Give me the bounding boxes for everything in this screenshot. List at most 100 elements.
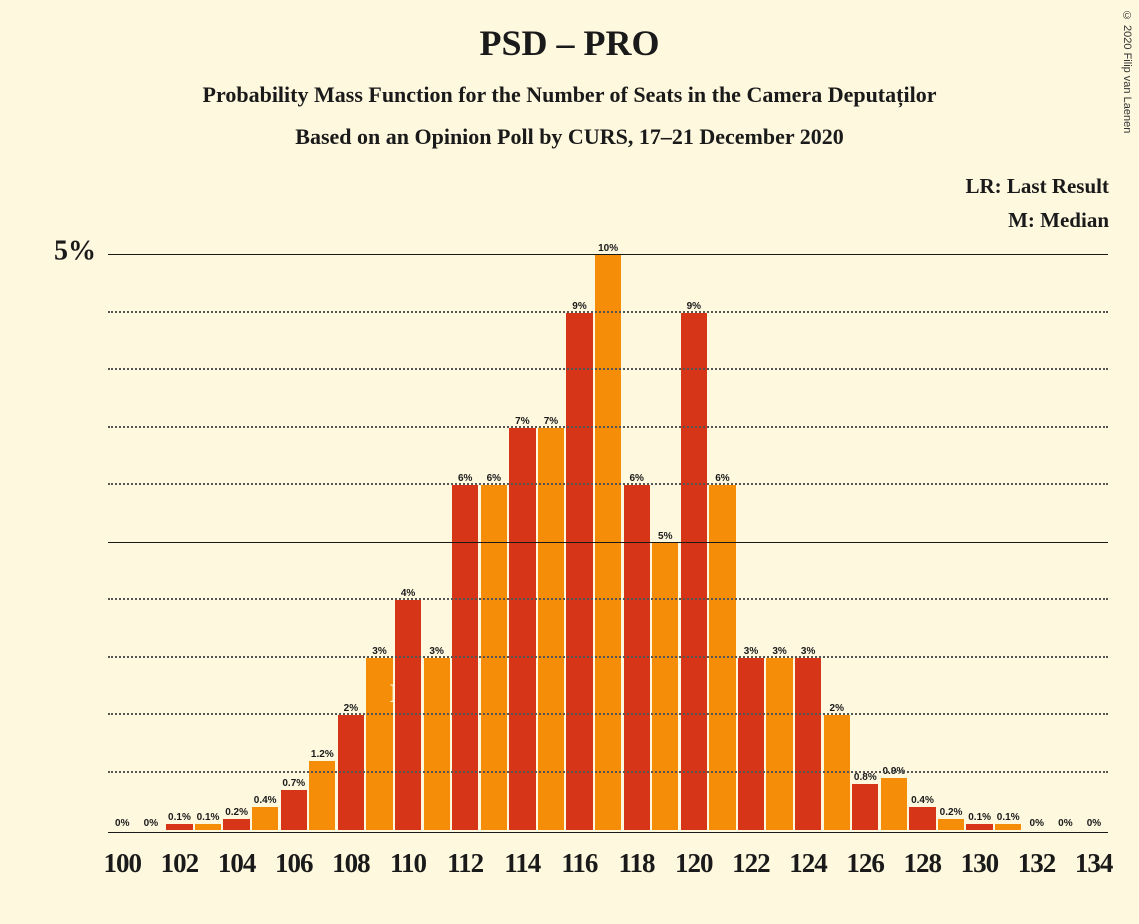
bar-slot: 2% <box>822 215 851 830</box>
bar-slot: 0% <box>137 215 166 830</box>
bars-container: 0%0%0.1%0.1%0.2%0.4%0.7%1.2%2%3%LR4%3%6%… <box>108 215 1108 830</box>
grid-minor <box>108 598 1108 600</box>
bar: 4% <box>395 600 421 830</box>
bar-slot: 0.4% <box>251 215 280 830</box>
x-tick-label: 112 <box>437 848 494 879</box>
x-tick-label: 134 <box>1065 848 1122 879</box>
bar-value-label: 0.1% <box>968 812 991 824</box>
bar-slot: M9% <box>565 215 594 830</box>
chart-subtitle-1: Probability Mass Function for the Number… <box>0 64 1139 108</box>
bar-slot: 0% <box>1051 215 1080 830</box>
bar: 3% <box>795 658 821 830</box>
bar-value-label: 0% <box>1030 818 1044 830</box>
x-tick-label: 120 <box>665 848 722 879</box>
bar-slot: 2% <box>337 215 366 830</box>
bar-value-label: 0.1% <box>168 812 191 824</box>
grid-minor <box>108 426 1108 428</box>
bar-value-label: 0.8% <box>854 772 877 784</box>
bar-slot: 3% <box>765 215 794 830</box>
x-tick-label: 126 <box>837 848 894 879</box>
x-tick-label: 124 <box>779 848 836 879</box>
bar-slot: 0.1% <box>994 215 1023 830</box>
x-tick-label: 128 <box>894 848 951 879</box>
bar-slot: 7% <box>537 215 566 830</box>
bar: 0.2% <box>938 819 964 830</box>
x-tick-label: 110 <box>379 848 436 879</box>
bar: 0.1% <box>966 824 992 830</box>
bar-value-label: 0.1% <box>997 812 1020 824</box>
bar: 3% <box>738 658 764 830</box>
grid-minor <box>108 483 1108 485</box>
bar-value-label: 0.2% <box>225 807 248 819</box>
bar-slot: 3% <box>365 215 394 830</box>
bar: 0.4% <box>252 807 278 830</box>
bar-slot: 0.1% <box>965 215 994 830</box>
bar-value-label: 0.4% <box>911 795 934 807</box>
bar: 9% <box>566 313 592 830</box>
bar-slot: 7% <box>508 215 537 830</box>
x-tick-label: 102 <box>151 848 208 879</box>
grid-minor <box>108 713 1108 715</box>
bar: 5% <box>652 543 678 830</box>
grid-minor <box>108 656 1108 658</box>
bar-slot: 5% <box>651 215 680 830</box>
copyright-text: © 2020 Filip van Laenen <box>1121 10 1133 133</box>
x-axis-labels: 1001021041061081101121141161181201221241… <box>94 848 1094 879</box>
bar-slot: 0.9% <box>880 215 909 830</box>
bar-slot: 0.1% <box>194 215 223 830</box>
bar-slot: 9% <box>680 215 709 830</box>
legend-lr: LR: Last Result <box>965 170 1109 204</box>
bar-slot: 3% <box>737 215 766 830</box>
x-tick-label: 114 <box>494 848 551 879</box>
bar-slot: 3% <box>422 215 451 830</box>
bar-slot: LR4% <box>394 215 423 830</box>
grid-minor <box>108 311 1108 313</box>
bar-slot: 0.1% <box>165 215 194 830</box>
grid-major <box>108 254 1108 255</box>
bar-value-label: 0% <box>1087 818 1101 830</box>
grid-minor <box>108 368 1108 370</box>
bar-value-label: 1.2% <box>311 749 334 761</box>
bar-slot: 0% <box>1080 215 1109 830</box>
x-tick-label: 118 <box>608 848 665 879</box>
bar: 0.8% <box>852 784 878 830</box>
x-tick-label: 132 <box>1008 848 1065 879</box>
bar-slot: 6% <box>622 215 651 830</box>
bar-value-label: 0% <box>144 818 158 830</box>
y-tick-label: 10% <box>40 0 96 563</box>
bar-slot: 0.4% <box>908 215 937 830</box>
x-axis-line <box>108 832 1108 833</box>
x-tick-label: 106 <box>265 848 322 879</box>
bar-slot: 1.2% <box>308 215 337 830</box>
bar: 0.1% <box>166 824 192 830</box>
bar: 0.1% <box>195 824 221 830</box>
bar: 0.4% <box>909 807 935 830</box>
bar-value-label: 0.1% <box>197 812 220 824</box>
bar-slot: 3% <box>794 215 823 830</box>
bar-slot: 0.8% <box>851 215 880 830</box>
plot-area: 0%0%0.1%0.1%0.2%0.4%0.7%1.2%2%3%LR4%3%6%… <box>108 215 1108 830</box>
bar-value-label: 0% <box>115 818 129 830</box>
grid-minor <box>108 771 1108 773</box>
bar: 3% <box>366 658 392 830</box>
bar-slot: 6% <box>451 215 480 830</box>
bar: 0.1% <box>995 824 1021 830</box>
bar-slot: 6% <box>708 215 737 830</box>
bar-slot: 0% <box>108 215 137 830</box>
x-tick-label: 100 <box>94 848 151 879</box>
bar-value-label: 0% <box>1058 818 1072 830</box>
bar: 0.2% <box>223 819 249 830</box>
bar-value-label: 0.2% <box>940 807 963 819</box>
bar-slot: 0% <box>1023 215 1052 830</box>
bar-slot: 0.7% <box>279 215 308 830</box>
x-tick-label: 104 <box>208 848 265 879</box>
grid-major <box>108 542 1108 543</box>
bar: 3% <box>424 658 450 830</box>
bar-slot: 0.2% <box>937 215 966 830</box>
bar: 0.9% <box>881 778 907 830</box>
chart-title: PSD – PRO <box>0 0 1139 64</box>
bar-value-label: 0.4% <box>254 795 277 807</box>
chart-subtitle-2: Based on an Opinion Poll by CURS, 17–21 … <box>0 108 1139 150</box>
bar-slot: 10% <box>594 215 623 830</box>
bar-slot: 0.2% <box>222 215 251 830</box>
